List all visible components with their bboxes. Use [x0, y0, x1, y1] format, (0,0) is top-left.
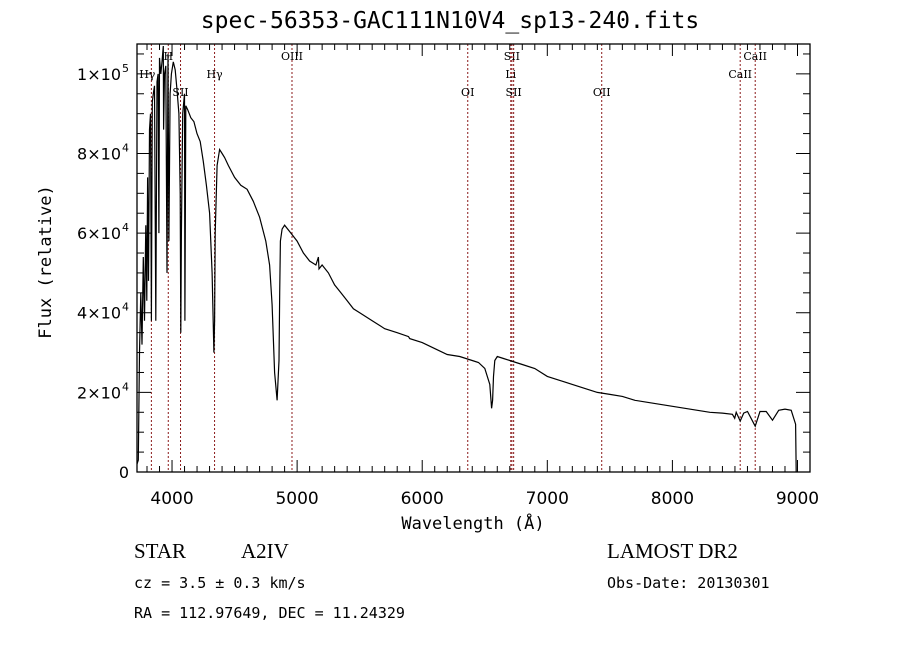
marker-label: Hγ	[206, 68, 223, 81]
y-tick-label: 8×10	[77, 144, 121, 163]
object-type: STAR	[134, 539, 186, 563]
plot-frame	[136, 43, 811, 473]
y-tick-exponent: 4	[122, 301, 129, 314]
chart-title: spec-56353-GAC111N10V4_sp13-240.fits	[200, 8, 700, 34]
y-tick-label: 1×10	[77, 65, 121, 84]
y-tick-label: 4×10	[77, 304, 121, 323]
marker-label: Hγ	[139, 68, 156, 81]
y-tick-exponent: 4	[122, 221, 129, 234]
marker-label: Li	[505, 68, 516, 81]
spectrum-line	[136, 45, 797, 473]
redshift-cz: cz = 3.5 ± 0.3 km/s	[134, 574, 306, 592]
y-tick-exponent: 4	[122, 141, 129, 154]
x-tick-label: 7000	[526, 489, 569, 509]
marker-label: OII	[593, 86, 611, 99]
obs-date: Obs-Date: 20130301	[607, 574, 770, 592]
axis-ticks	[137, 44, 811, 473]
marker-label: SII	[172, 86, 188, 99]
x-tick-label: 9000	[776, 489, 819, 509]
marker-label: SII	[506, 86, 522, 99]
marker-label: SII	[504, 50, 520, 63]
x-tick-label: 5000	[275, 489, 318, 509]
x-tick-label: 4000	[150, 489, 193, 509]
marker-label: CaII	[728, 68, 752, 81]
survey-name: LAMOST DR2	[607, 539, 738, 563]
y-tick-label: 2×10	[77, 383, 121, 402]
object-subclass: A2IV	[241, 539, 289, 563]
y-tick-exponent: 4	[122, 380, 129, 393]
marker-label: OI	[461, 86, 474, 99]
y-tick-label: 6×10	[77, 224, 121, 243]
marker-label: OIII	[281, 50, 303, 63]
x-axis-label: Wavelength (Å)	[401, 512, 544, 534]
y-tick-exponent: 5	[122, 62, 129, 75]
y-tick-label: 0	[119, 463, 129, 482]
ra-dec-coords: RA = 112.97649, DEC = 11.24329	[134, 604, 405, 622]
x-tick-label: 6000	[401, 489, 444, 509]
marker-label: CaII	[743, 50, 767, 63]
x-tick-label: 8000	[651, 489, 694, 509]
y-axis-label: Flux (relative)	[36, 185, 56, 339]
